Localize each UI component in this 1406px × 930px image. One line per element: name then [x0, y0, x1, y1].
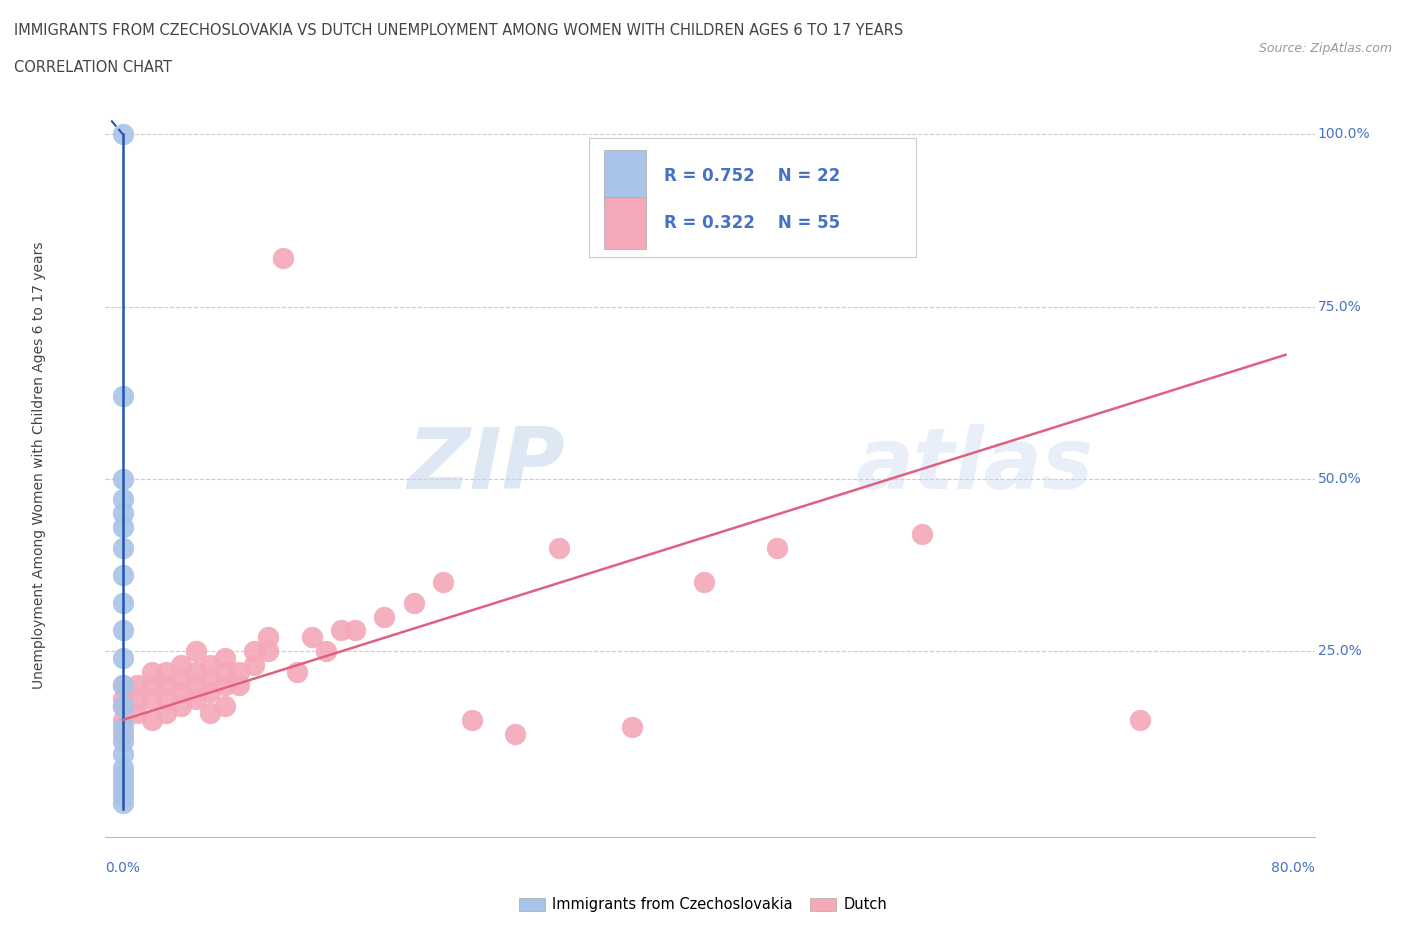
Point	[184, 644, 207, 658]
Point	[184, 664, 207, 679]
Point	[111, 781, 134, 796]
Point	[170, 671, 193, 686]
Point	[111, 767, 134, 782]
Point	[170, 698, 193, 713]
Point	[141, 678, 163, 693]
Text: ZIP: ZIP	[408, 423, 565, 507]
Text: IMMIGRANTS FROM CZECHOSLOVAKIA VS DUTCH UNEMPLOYMENT AMONG WOMEN WITH CHILDREN A: IMMIGRANTS FROM CZECHOSLOVAKIA VS DUTCH …	[14, 23, 903, 38]
Point	[170, 684, 193, 699]
Point	[111, 692, 134, 707]
Point	[693, 575, 716, 590]
Text: 25.0%: 25.0%	[1317, 644, 1361, 658]
Point	[111, 126, 134, 141]
Point	[214, 650, 236, 665]
Point	[242, 644, 264, 658]
Point	[111, 540, 134, 555]
Point	[214, 698, 236, 713]
Point	[111, 761, 134, 776]
Point	[1129, 712, 1152, 727]
Point	[214, 678, 236, 693]
Point	[242, 658, 264, 672]
Text: 75.0%: 75.0%	[1317, 299, 1361, 313]
Text: 0.0%: 0.0%	[105, 861, 141, 875]
Point	[503, 726, 526, 741]
Point	[111, 389, 134, 404]
Point	[315, 644, 337, 658]
Point	[285, 664, 308, 679]
Point	[111, 650, 134, 665]
Point	[155, 678, 177, 693]
Point	[344, 623, 367, 638]
Point	[402, 595, 425, 610]
Point	[111, 568, 134, 583]
Point	[141, 692, 163, 707]
Text: R = 0.322    N = 55: R = 0.322 N = 55	[664, 214, 841, 232]
Point	[111, 775, 134, 790]
Point	[111, 492, 134, 507]
Point	[127, 706, 149, 721]
Point	[198, 658, 221, 672]
Point	[198, 671, 221, 686]
Point	[111, 472, 134, 486]
Text: CORRELATION CHART: CORRELATION CHART	[14, 60, 172, 75]
Point	[111, 733, 134, 748]
Point	[329, 623, 352, 638]
Point	[111, 747, 134, 762]
Point	[111, 595, 134, 610]
Point	[111, 712, 134, 727]
Point	[460, 712, 482, 727]
Text: Source: ZipAtlas.com: Source: ZipAtlas.com	[1258, 42, 1392, 55]
FancyBboxPatch shape	[603, 197, 645, 249]
Point	[432, 575, 454, 590]
Point	[301, 630, 323, 644]
Point	[198, 706, 221, 721]
Point	[155, 706, 177, 721]
Point	[111, 678, 134, 693]
Text: 80.0%: 80.0%	[1271, 861, 1315, 875]
Point	[111, 506, 134, 521]
Point	[184, 678, 207, 693]
Point	[141, 712, 163, 727]
Point	[155, 692, 177, 707]
Text: atlas: atlas	[855, 423, 1094, 507]
Point	[111, 789, 134, 804]
Text: R = 0.752    N = 22: R = 0.752 N = 22	[664, 166, 841, 185]
Point	[198, 684, 221, 699]
Point	[127, 692, 149, 707]
Point	[228, 678, 250, 693]
Point	[271, 251, 294, 266]
Point	[111, 678, 134, 693]
Point	[111, 623, 134, 638]
Point	[766, 540, 789, 555]
Point	[911, 526, 934, 541]
Point	[111, 520, 134, 535]
Text: 100.0%: 100.0%	[1317, 127, 1369, 141]
Point	[257, 630, 280, 644]
Point	[184, 692, 207, 707]
Point	[170, 658, 193, 672]
Point	[127, 678, 149, 693]
Point	[155, 664, 177, 679]
Point	[228, 664, 250, 679]
FancyBboxPatch shape	[603, 150, 645, 202]
Point	[547, 540, 569, 555]
Point	[214, 664, 236, 679]
Point	[141, 664, 163, 679]
Point	[373, 609, 395, 624]
Point	[620, 719, 643, 734]
Text: 50.0%: 50.0%	[1317, 472, 1361, 485]
Point	[111, 698, 134, 713]
Point	[111, 795, 134, 810]
Point	[257, 644, 280, 658]
Point	[111, 698, 134, 713]
FancyBboxPatch shape	[589, 138, 915, 257]
Point	[111, 719, 134, 734]
Text: Unemployment Among Women with Children Ages 6 to 17 years: Unemployment Among Women with Children A…	[32, 241, 46, 689]
Point	[111, 726, 134, 741]
Legend: Immigrants from Czechoslovakia, Dutch: Immigrants from Czechoslovakia, Dutch	[513, 891, 893, 918]
